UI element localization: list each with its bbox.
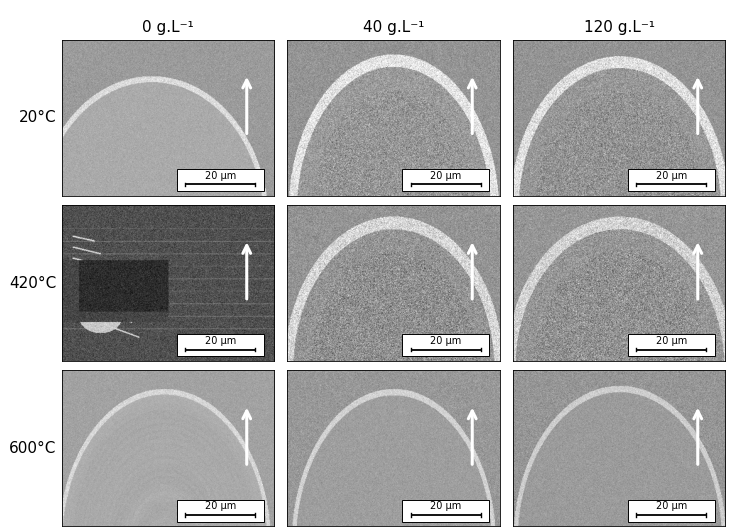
FancyBboxPatch shape: [402, 169, 489, 191]
Text: 20 μm: 20 μm: [205, 170, 235, 180]
FancyBboxPatch shape: [402, 334, 489, 356]
Text: 20 μm: 20 μm: [655, 336, 687, 346]
Text: 20 μm: 20 μm: [430, 170, 461, 180]
Text: 20 μm: 20 μm: [430, 501, 461, 512]
Text: 20 μm: 20 μm: [430, 336, 461, 346]
FancyBboxPatch shape: [176, 169, 264, 191]
Text: 120 g.L⁻¹: 120 g.L⁻¹: [584, 21, 655, 35]
Text: 20°C: 20°C: [18, 110, 56, 125]
Text: 20 μm: 20 μm: [655, 501, 687, 512]
Text: 0 g.L⁻¹: 0 g.L⁻¹: [142, 21, 194, 35]
Text: 20 μm: 20 μm: [205, 336, 235, 346]
FancyBboxPatch shape: [628, 500, 714, 522]
FancyBboxPatch shape: [628, 334, 714, 356]
FancyBboxPatch shape: [176, 500, 264, 522]
FancyBboxPatch shape: [628, 169, 714, 191]
Text: 20 μm: 20 μm: [205, 501, 235, 512]
Text: 40 g.L⁻¹: 40 g.L⁻¹: [363, 21, 424, 35]
Text: 600°C: 600°C: [9, 441, 56, 456]
Text: 20 μm: 20 μm: [655, 170, 687, 180]
Text: 420°C: 420°C: [9, 276, 56, 290]
FancyBboxPatch shape: [176, 334, 264, 356]
FancyBboxPatch shape: [402, 500, 489, 522]
